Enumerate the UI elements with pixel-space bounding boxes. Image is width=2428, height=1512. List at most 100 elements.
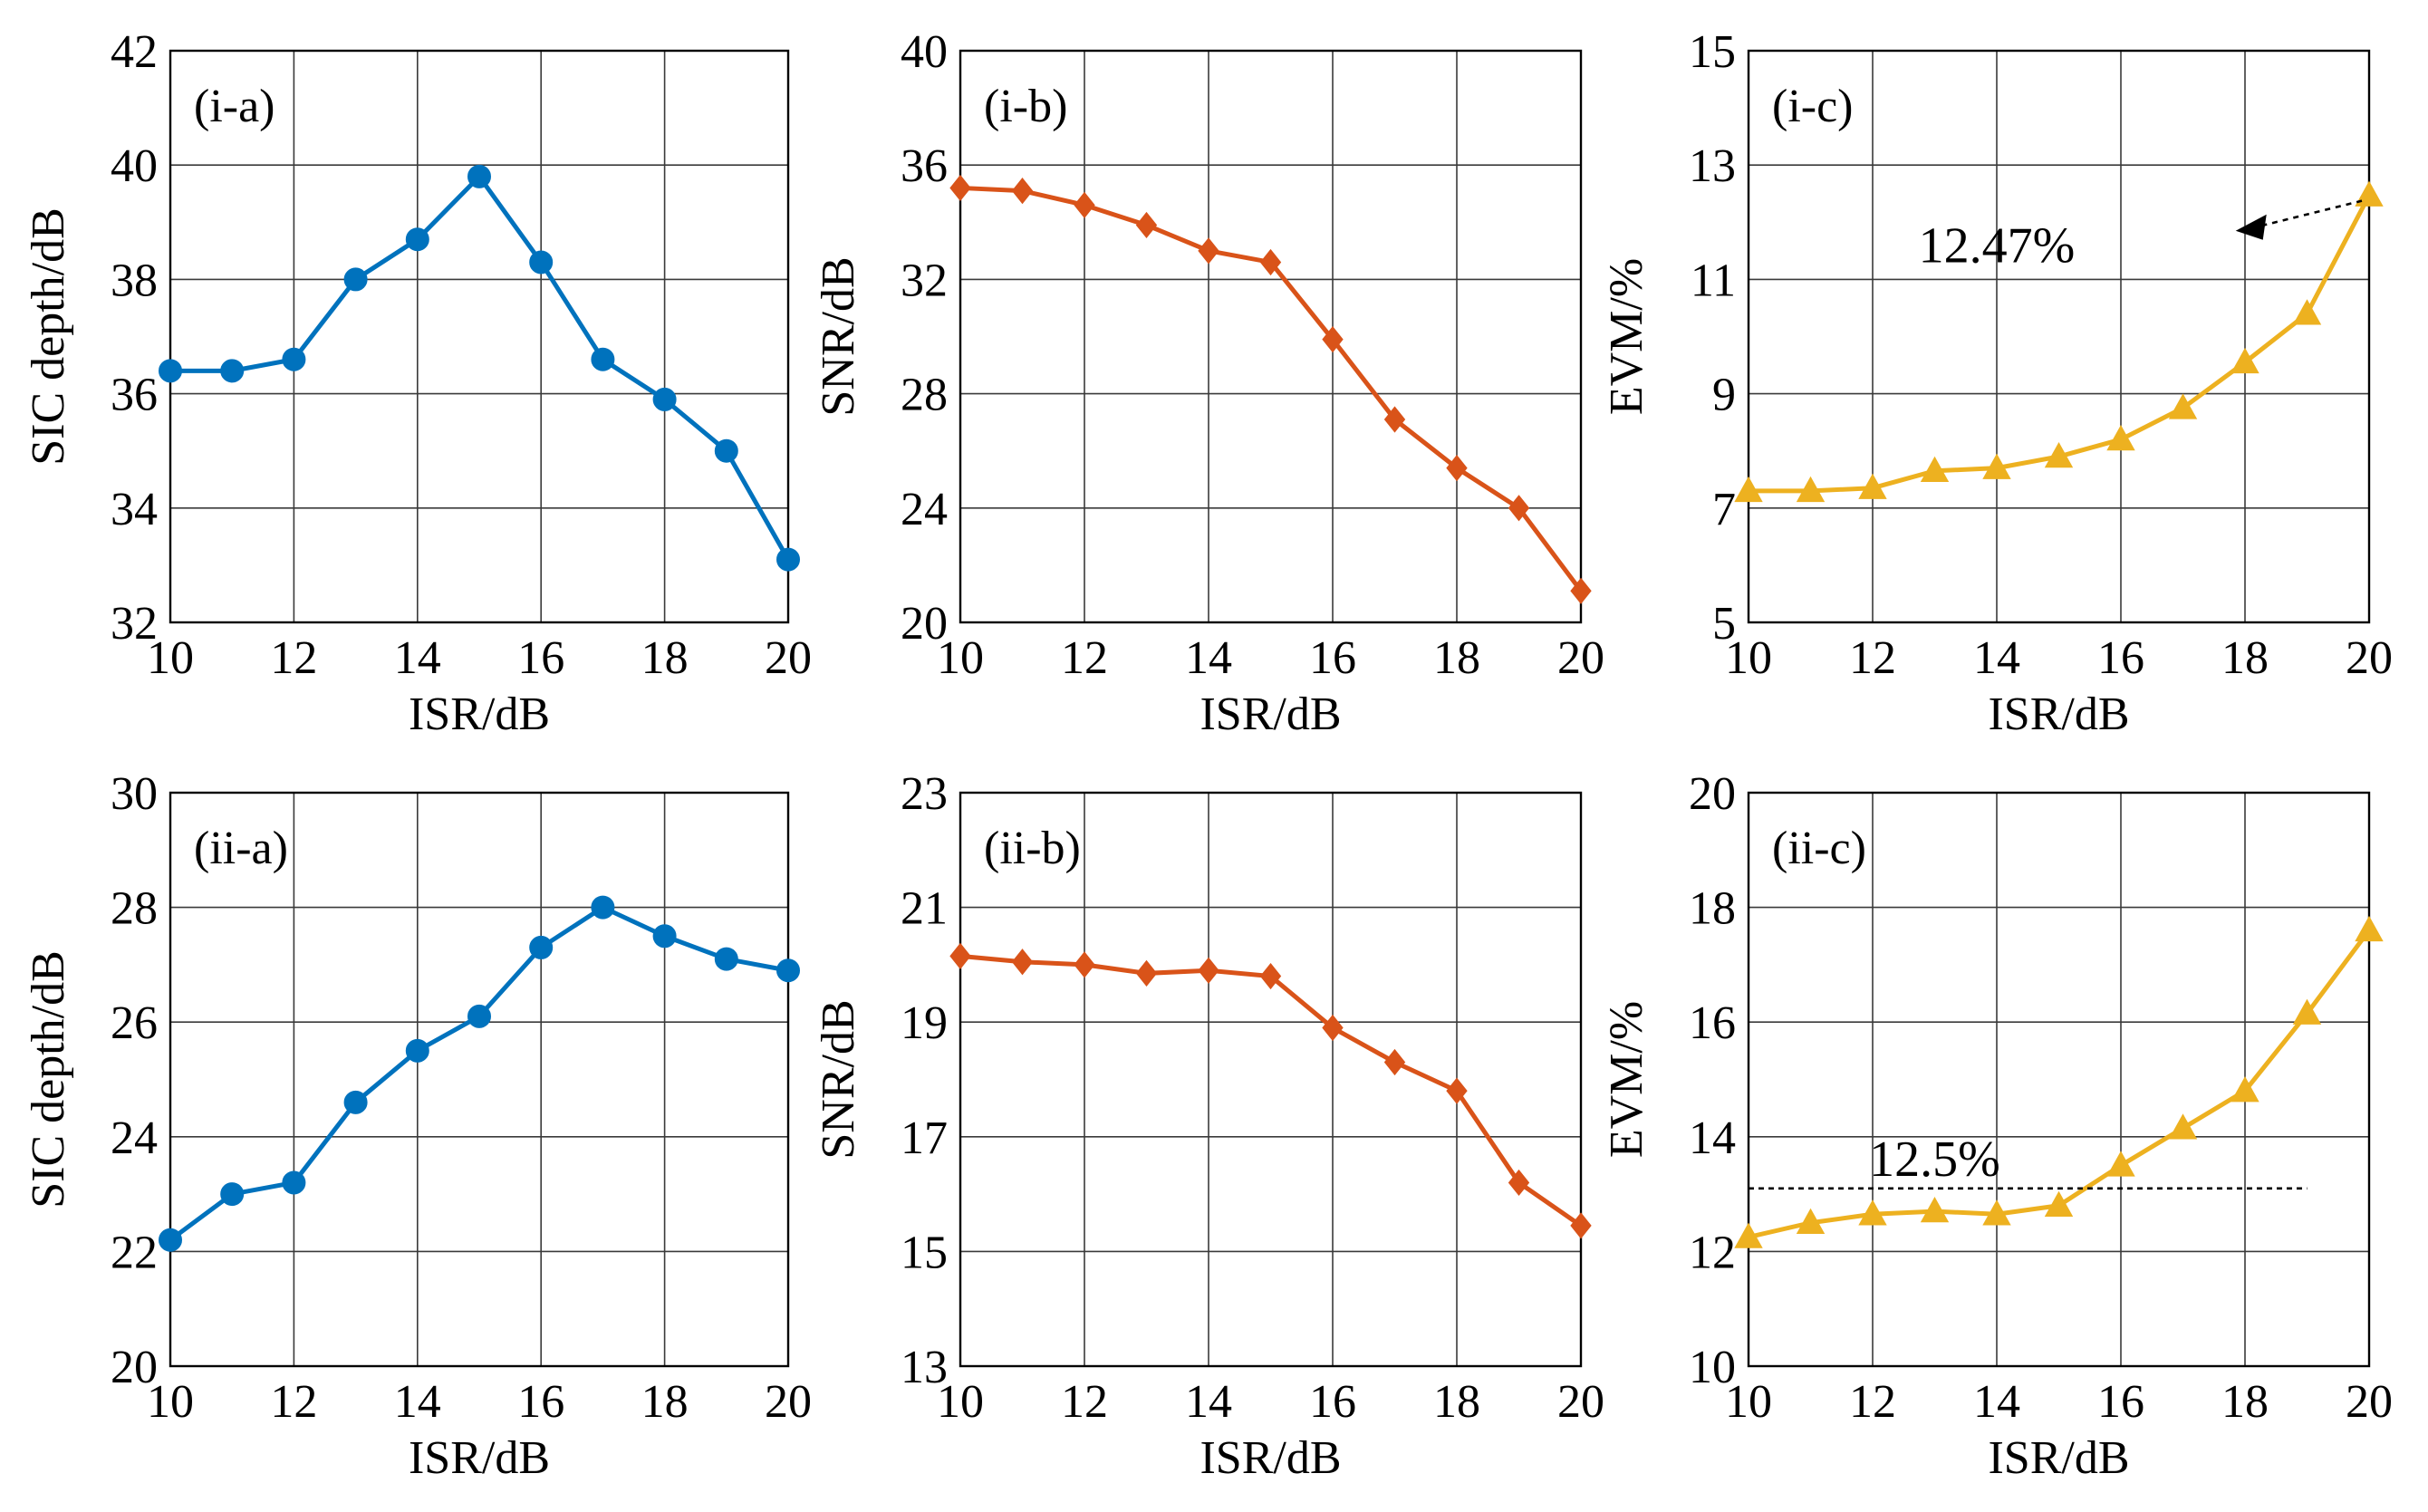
x-tick-label: 18 [641, 1376, 689, 1428]
data-point [949, 174, 971, 202]
x-tick-label: 20 [2346, 1376, 2393, 1428]
data-point [1982, 1199, 2011, 1226]
x-tick-label: 16 [1309, 632, 1356, 684]
data-point [591, 347, 615, 371]
chart-panel-6: 10 12 14 16 18 20 10 12 14 16 18 20 ISR/dB EVM/% (ii-c… [1601, 768, 2393, 1484]
x-tick-label: 12 [270, 632, 317, 684]
x-tick-label: 14 [1185, 1376, 1232, 1428]
x-axis-label: ISR/dB [1988, 1432, 2129, 1484]
y-axis-label: SIC depth/dB [23, 950, 74, 1209]
y-tick-label: 17 [901, 1112, 948, 1164]
data-point [1074, 191, 1095, 218]
data-point [1135, 959, 1158, 987]
x-tick-label: 12 [270, 1376, 317, 1428]
panel-label: (i-a) [194, 81, 275, 132]
data-point [1322, 326, 1344, 353]
data-point [220, 359, 245, 383]
data-point [282, 1170, 306, 1195]
y-tick-label: 30 [111, 768, 158, 820]
data-point [2106, 1151, 2135, 1177]
x-tick-label: 16 [517, 632, 564, 684]
data-point [1920, 456, 1950, 482]
x-tick-label: 16 [2097, 632, 2144, 684]
y-tick-label: 15 [1689, 26, 1736, 78]
chart-panel-4: 10 12 14 16 18 20 20 22 24 26 28 30 ISR/dB SIC depth/… [23, 768, 812, 1484]
x-tick-label: 18 [1433, 632, 1480, 684]
y-tick-label: 20 [1689, 768, 1736, 820]
y-tick-label: 40 [111, 140, 158, 192]
y-tick-label: 36 [901, 140, 948, 192]
data-point [1734, 476, 1763, 503]
x-tick-label: 10 [1725, 1376, 1772, 1428]
data-point [343, 1090, 368, 1114]
panel-label: (ii-b) [984, 823, 1081, 874]
data-point [1011, 949, 1034, 976]
y-tick-label: 19 [901, 997, 948, 1049]
x-tick-label: 12 [1061, 632, 1108, 684]
y-tick-label: 7 [1712, 484, 1736, 535]
data-point [714, 438, 738, 463]
data-point [1858, 1199, 1887, 1226]
plot-frame [959, 791, 1583, 1368]
y-tick-label: 42 [111, 26, 158, 78]
y-tick-label: 11 [1691, 255, 1736, 306]
y-tick-label: 22 [111, 1227, 158, 1278]
panel-label: (ii-a) [194, 823, 288, 874]
x-tick-label: 20 [765, 632, 812, 684]
data-point [1858, 473, 1887, 499]
x-tick-label: 10 [937, 1376, 984, 1428]
data-point [1570, 1212, 1592, 1239]
x-axis-label: ISR/dB [1200, 1432, 1341, 1484]
y-tick-label: 38 [111, 255, 158, 306]
y-tick-label: 26 [111, 997, 158, 1049]
panel-label: (ii-c) [1772, 823, 1866, 874]
chart-panel-3: 10 12 14 16 18 20 5 7 9 11 13 15 ISR/dB EVM/% (i-c) 12.… [1601, 26, 2393, 740]
y-axis-label: EVM/% [1601, 1001, 1652, 1158]
y-tick-label: 20 [111, 1342, 158, 1393]
x-tick-label: 12 [1849, 632, 1896, 684]
data-point [343, 267, 368, 292]
data-point [591, 895, 615, 920]
y-tick-label: 15 [901, 1227, 948, 1278]
x-tick-label: 16 [517, 1376, 564, 1428]
data-point [1198, 237, 1219, 265]
y-tick-label: 20 [901, 598, 948, 650]
y-tick-label: 24 [111, 1112, 158, 1164]
x-tick-label: 20 [765, 1376, 812, 1428]
data-point [1796, 476, 1826, 503]
x-axis-label: ISR/dB [409, 689, 550, 740]
data-point [1198, 957, 1219, 984]
plot-frame [1747, 49, 2371, 624]
x-tick-label: 18 [641, 632, 689, 684]
x-tick-label: 14 [394, 632, 441, 684]
x-axis-label: ISR/dB [1200, 689, 1341, 740]
x-tick-label: 20 [1557, 632, 1604, 684]
panel-label: (i-c) [1772, 81, 1853, 132]
data-point [1570, 577, 1592, 604]
data-point [2230, 1076, 2259, 1103]
data-point [1383, 406, 1406, 433]
data-point [2355, 180, 2384, 207]
data-point [652, 924, 677, 949]
data-point [1920, 1197, 1950, 1223]
x-tick-label: 20 [2346, 632, 2393, 684]
data-point [405, 227, 429, 252]
annotation-text: 12.47% [1919, 217, 2076, 274]
data-point [282, 347, 306, 371]
data-point [1982, 453, 2011, 479]
data-point [1446, 1077, 1468, 1104]
data-point [652, 387, 677, 411]
data-point [2355, 915, 2384, 942]
x-tick-label: 18 [1433, 1376, 1480, 1428]
data-point [467, 1004, 491, 1028]
data-point [2292, 299, 2322, 325]
y-tick-label: 5 [1712, 598, 1736, 650]
series-line [959, 185, 1584, 592]
y-axis-label: EVM/% [1601, 258, 1652, 415]
y-tick-label: 24 [901, 484, 948, 535]
data-point [1508, 1169, 1530, 1197]
data-point [1508, 495, 1530, 522]
y-tick-label: 32 [901, 255, 948, 306]
data-point [529, 250, 554, 274]
